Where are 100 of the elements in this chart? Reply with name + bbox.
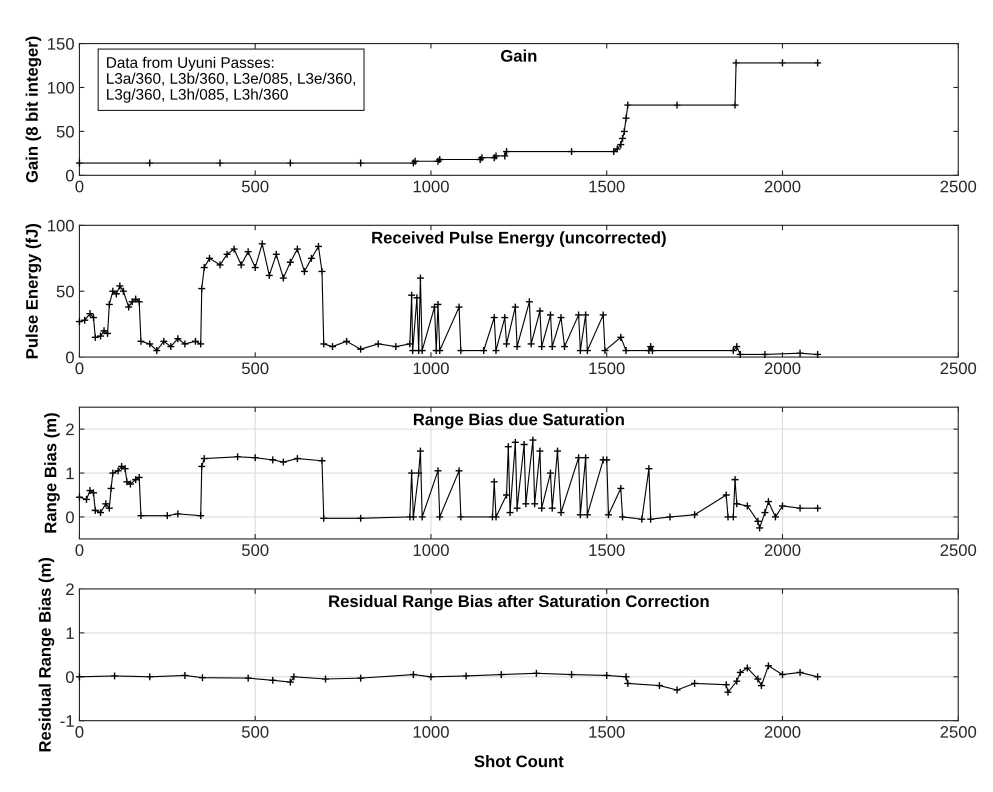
point: [244, 674, 252, 682]
x-tick-label: 0: [75, 362, 84, 374]
point: [180, 671, 190, 680]
point: [110, 672, 119, 680]
y-tick-label: 50: [56, 126, 74, 138]
point: [730, 100, 740, 110]
point: [436, 155, 444, 164]
point: [610, 147, 618, 156]
point: [356, 674, 365, 682]
y-tick-label: 0: [66, 511, 74, 524]
x-tick-label: 0: [75, 180, 84, 192]
x-tick-label: 0: [75, 726, 84, 738]
x-tick-label: 500: [242, 180, 268, 192]
y-tick-label: 0: [66, 671, 74, 684]
x-tick-label: 2500: [940, 544, 976, 556]
point: [268, 676, 277, 684]
point: [476, 155, 484, 164]
point: [146, 158, 154, 168]
y-tick-label: -1: [60, 715, 74, 727]
point: [813, 58, 822, 68]
point: [690, 679, 699, 688]
point: [655, 681, 664, 690]
point: [622, 672, 630, 681]
point: [409, 158, 418, 168]
point: [75, 158, 84, 168]
point: [602, 671, 611, 680]
chart-title: Gain: [501, 49, 536, 62]
x-tick-label: 1500: [589, 726, 625, 738]
point: [736, 668, 744, 677]
y-axis-title: Pulse Energy (fJ): [26, 224, 42, 358]
chart-title: Residual Range Bias after Saturation Correction: [329, 594, 709, 611]
y-axis-title: Range Bias (m): [44, 413, 60, 533]
point: [620, 127, 628, 136]
point: [532, 669, 541, 678]
chart-title: Range Bias due Saturation: [414, 413, 624, 429]
chart-title: Received Pulse Energy (uncorrected): [372, 231, 666, 247]
x-tick-label: 1000: [414, 726, 449, 738]
point: [410, 157, 420, 166]
x-tick-label: 2000: [764, 180, 800, 192]
point: [722, 680, 730, 689]
x-tick-label: 1500: [589, 180, 625, 192]
y-tick-label: 0: [66, 352, 74, 364]
point: [757, 681, 766, 690]
point: [462, 672, 470, 680]
x-tick-label: 500: [242, 362, 268, 374]
point: [672, 686, 682, 694]
point: [356, 158, 365, 168]
y-tick-label: 50: [56, 286, 74, 298]
x-tick-label: 500: [242, 726, 268, 738]
y-tick-label: 150: [48, 38, 74, 50]
y-tick-label: 1: [66, 627, 74, 639]
point: [622, 114, 630, 122]
y-tick-label: 1: [66, 468, 74, 480]
x-tick-label: 0: [75, 544, 84, 556]
point: [624, 100, 632, 110]
y-tick-label: 100: [48, 220, 74, 232]
x-tick-label: 2500: [940, 362, 976, 374]
x-tick-label: 2000: [764, 726, 800, 738]
y-tick-label: 2: [66, 583, 74, 596]
annotation: Data from Uyuni Passes: L3a/360, L3b/360, L3e/085, L3e/360, L3g/360, L3h/085, L3h/360: [107, 56, 356, 103]
point: [732, 58, 740, 68]
point: [409, 670, 418, 679]
point: [778, 670, 787, 679]
point: [75, 672, 84, 681]
point: [567, 670, 576, 679]
x-tick-label: 2500: [940, 180, 976, 192]
x-tick-label: 1500: [589, 544, 625, 556]
x-tick-label: 500: [242, 544, 268, 556]
y-tick-label: 2: [66, 424, 74, 436]
point: [497, 670, 506, 679]
x-tick-label: 2000: [764, 362, 800, 374]
point: [743, 664, 752, 672]
point: [321, 674, 330, 684]
point: [672, 100, 682, 110]
point: [216, 158, 224, 168]
point: [764, 662, 773, 670]
y-tick-label: 100: [48, 82, 74, 94]
point: [754, 674, 762, 684]
y-axis-title: Gain (8 bit integer): [26, 36, 42, 182]
point: [567, 147, 576, 156]
point: [146, 672, 154, 681]
x-tick-label: 1500: [589, 362, 625, 374]
x-tick-label: 1000: [414, 544, 449, 556]
point: [478, 154, 486, 162]
point: [624, 679, 632, 688]
point: [426, 672, 436, 681]
point: [286, 158, 295, 168]
x-tick-label: 1000: [414, 362, 449, 374]
point: [778, 58, 787, 68]
point: [732, 677, 741, 686]
point: [813, 672, 822, 681]
x-tick-label: 2000: [764, 544, 800, 556]
x-tick-label: 2500: [940, 726, 976, 738]
x-tick-label: 1000: [414, 180, 449, 192]
point: [796, 668, 804, 677]
point: [434, 157, 442, 166]
y-axis-title: Residual Range Bias (m): [38, 558, 54, 752]
point: [724, 688, 732, 696]
point: [198, 674, 207, 682]
point: [492, 152, 500, 160]
